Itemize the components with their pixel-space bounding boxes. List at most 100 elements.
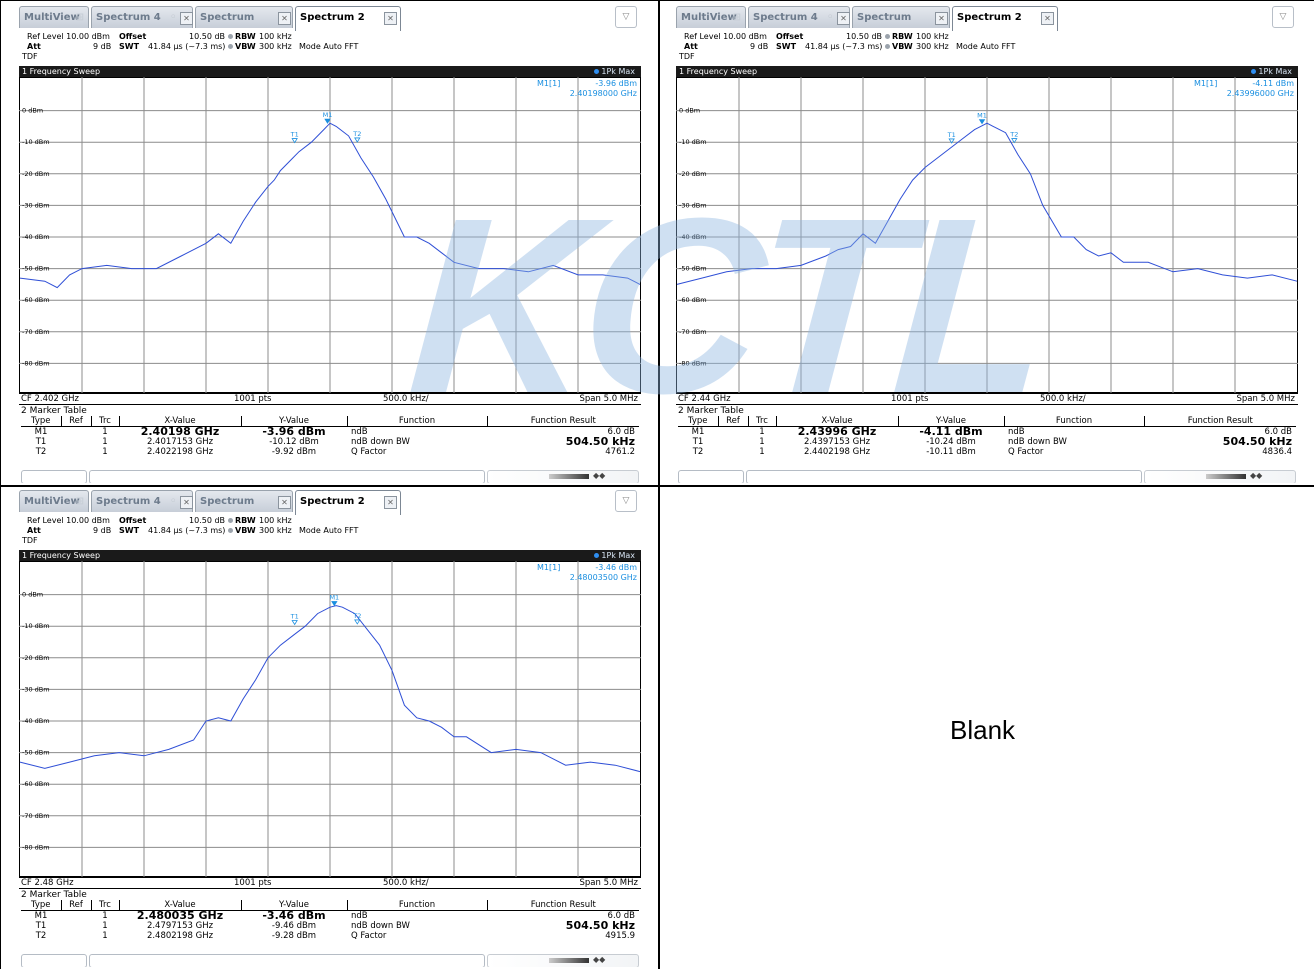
grid-line-center (658, 0, 660, 969)
tab-dropdown-button[interactable]: ▽ (1272, 6, 1294, 28)
tab-spectrum-2[interactable]: Spectrum 2 ✕ (295, 6, 401, 31)
trace-mode: 1Pk Max (594, 66, 635, 77)
close-icon[interactable]: ✕ (384, 12, 397, 25)
grid-icon: ⊞ (732, 12, 741, 23)
sweep-header: 1 Frequency Sweep 1Pk Max (19, 550, 641, 561)
tab-multiview[interactable]: MultiView ⊞ (19, 6, 89, 28)
center-frequency: CF 2.48 GHz (21, 878, 74, 888)
table-cell: 1 (759, 447, 765, 457)
table-cell: M1 (691, 427, 705, 437)
tab-spectrum[interactable]: Spectrum ✕ (195, 490, 293, 512)
grid-line-left (0, 0, 1, 969)
tab-bar: MultiView ⊞ Spectrum 4 ◦ ✕ Spectrum ✕ Spectr… (676, 3, 1298, 31)
table-cell: 6.0 dB (1264, 427, 1292, 437)
marker-t2-label: T2 (1009, 131, 1018, 139)
vbw-label: VBW (235, 526, 256, 535)
close-icon[interactable]: ✕ (935, 12, 948, 25)
table-cell: ndB down BW (351, 921, 410, 931)
tab-spectrum-2[interactable]: Spectrum 2 ✕ (295, 490, 401, 515)
tab-multiview[interactable]: MultiView ⊞ (676, 6, 746, 28)
status-icon: ◆◆ (1250, 471, 1263, 480)
x-axis-info: CF 2.48 GHz 1001 pts 500.0 kHz/ Span 5.0… (19, 877, 641, 889)
spectrum-plot[interactable]: 0 dBm -10 dBm -20 dBm -30 dBm -40 dBm -50 dBm… (676, 77, 1298, 393)
status-field-2[interactable] (89, 954, 485, 967)
status-field-1[interactable] (21, 470, 87, 483)
tab-spectrum[interactable]: Spectrum ✕ (852, 6, 950, 28)
close-icon[interactable]: ✕ (180, 12, 193, 25)
panel-cell-1: MultiView ⊞ Spectrum 4 ◦ ✕ Spectrum ✕ Spectr… (19, 3, 641, 483)
rbw-dot-icon (883, 32, 892, 42)
table-cell: 1 (102, 931, 108, 941)
table-cell: ndB (1008, 427, 1025, 437)
close-icon[interactable]: ✕ (1041, 12, 1054, 25)
y-tick-label: -10 dBm (22, 138, 50, 146)
y-tick-label: -70 dBm (22, 328, 50, 336)
tdf-label: TDF (22, 536, 38, 545)
status-field-2[interactable] (746, 470, 1142, 483)
table-cell: M1 (34, 427, 48, 437)
table-cell: 1 (102, 447, 108, 457)
status-field-1[interactable] (678, 470, 744, 483)
spectrum-plot[interactable]: 0 dBm -10 dBm -20 dBm -30 dBm -40 dBm -50 dBm… (19, 561, 641, 877)
tdf-label: TDF (22, 52, 38, 61)
close-icon[interactable]: ✕ (837, 12, 850, 25)
rbw-label: RBW (892, 32, 913, 41)
offset-label: Offset (119, 32, 147, 41)
y-tick-label: -60 dBm (679, 296, 707, 304)
marker-table-body: M1 1 2.43996 GHz -4.11 dBm ndB 6.0 dB T1 1 2.439… (678, 426, 1296, 457)
tab-dropdown-button[interactable]: ▽ (615, 490, 637, 512)
marker-table-header-cell: Function Result (487, 416, 639, 427)
close-icon[interactable]: ✕ (278, 496, 291, 509)
progress-meter (549, 958, 589, 963)
table-cell (61, 427, 91, 438)
tab-spectrum-4[interactable]: Spectrum 4 ◦ ✕ (748, 6, 850, 28)
tab-multiview[interactable]: MultiView ⊞ (19, 490, 89, 512)
marker-t1-symbol (291, 138, 298, 144)
marker-table-header-cell: X-Value (119, 416, 242, 427)
marker-readout-frequency: 2.48003500 GHz (570, 573, 637, 582)
marker-table-header-cell: Type (21, 416, 62, 427)
tab-spectrum[interactable]: Spectrum ✕ (195, 6, 293, 28)
tab-indicator-icon: ◦ (827, 12, 834, 23)
close-icon[interactable]: ✕ (278, 12, 291, 25)
tab-label: Spectrum 4 (96, 12, 161, 23)
vbw-value: 300 kHz (259, 42, 292, 51)
marker-t1-label: T1 (290, 612, 299, 620)
panel-cell-3: MultiView ⊞ Spectrum 4 ◦ ✕ Spectrum ✕ Spectr… (19, 487, 641, 967)
swt-label: SWT (119, 42, 140, 51)
grid-line-top (0, 0, 1314, 1)
measurement-settings: Ref Level 10.00 dBm Offset 10.50 dB RBW … (19, 31, 641, 65)
mode: Mode Auto FFT (299, 526, 359, 535)
spectrum-plot[interactable]: 0 dBm -10 dBm -20 dBm -30 dBm -40 dBm -50 dBm… (19, 77, 641, 393)
tab-label: Spectrum (857, 12, 912, 23)
close-icon[interactable]: ✕ (180, 496, 193, 509)
table-cell: -9.28 dBm (271, 931, 317, 941)
tab-spectrum-4[interactable]: Spectrum 4 ◦ ✕ (91, 6, 193, 28)
marker-table: Type Ref Trc X-Value Y-Value Function Function… (21, 900, 639, 941)
trace-line (19, 122, 641, 289)
status-field-1[interactable] (21, 954, 87, 967)
offset-label: Offset (776, 32, 804, 41)
table-row: T1 1 2.4797153 GHz -9.46 dBm ndB down BW 504.… (21, 920, 639, 931)
tab-spectrum-4[interactable]: Spectrum 4 ◦ ✕ (91, 490, 193, 512)
y-tick-label: -60 dBm (22, 296, 50, 304)
marker-t2-symbol (354, 137, 361, 143)
tab-label: Spectrum 4 (96, 496, 161, 507)
span: Span 5.0 MHz (1236, 394, 1296, 404)
table-cell: -10.11 dBm (926, 447, 976, 457)
marker-table-header: Type Ref Trc X-Value Y-Value Function Function… (21, 416, 639, 427)
frequency-per-division: 500.0 kHz/ (383, 878, 429, 888)
rbw-value: 100 kHz (259, 32, 292, 41)
table-cell: 1 (102, 911, 108, 921)
y-tick-label: -40 dBm (679, 233, 707, 241)
trace-indicator-icon (594, 69, 600, 74)
table-cell: T1 (35, 921, 47, 931)
tab-spectrum-2[interactable]: Spectrum 2 ✕ (952, 6, 1058, 31)
marker-table-header-cell: Trc (91, 416, 120, 427)
marker-table-header-cell: X-Value (776, 416, 899, 427)
marker-table-header-cell: Y-Value (898, 416, 1005, 427)
close-icon[interactable]: ✕ (384, 496, 397, 509)
tab-dropdown-button[interactable]: ▽ (615, 6, 637, 28)
table-cell: 1 (759, 437, 765, 447)
status-field-2[interactable] (89, 470, 485, 483)
